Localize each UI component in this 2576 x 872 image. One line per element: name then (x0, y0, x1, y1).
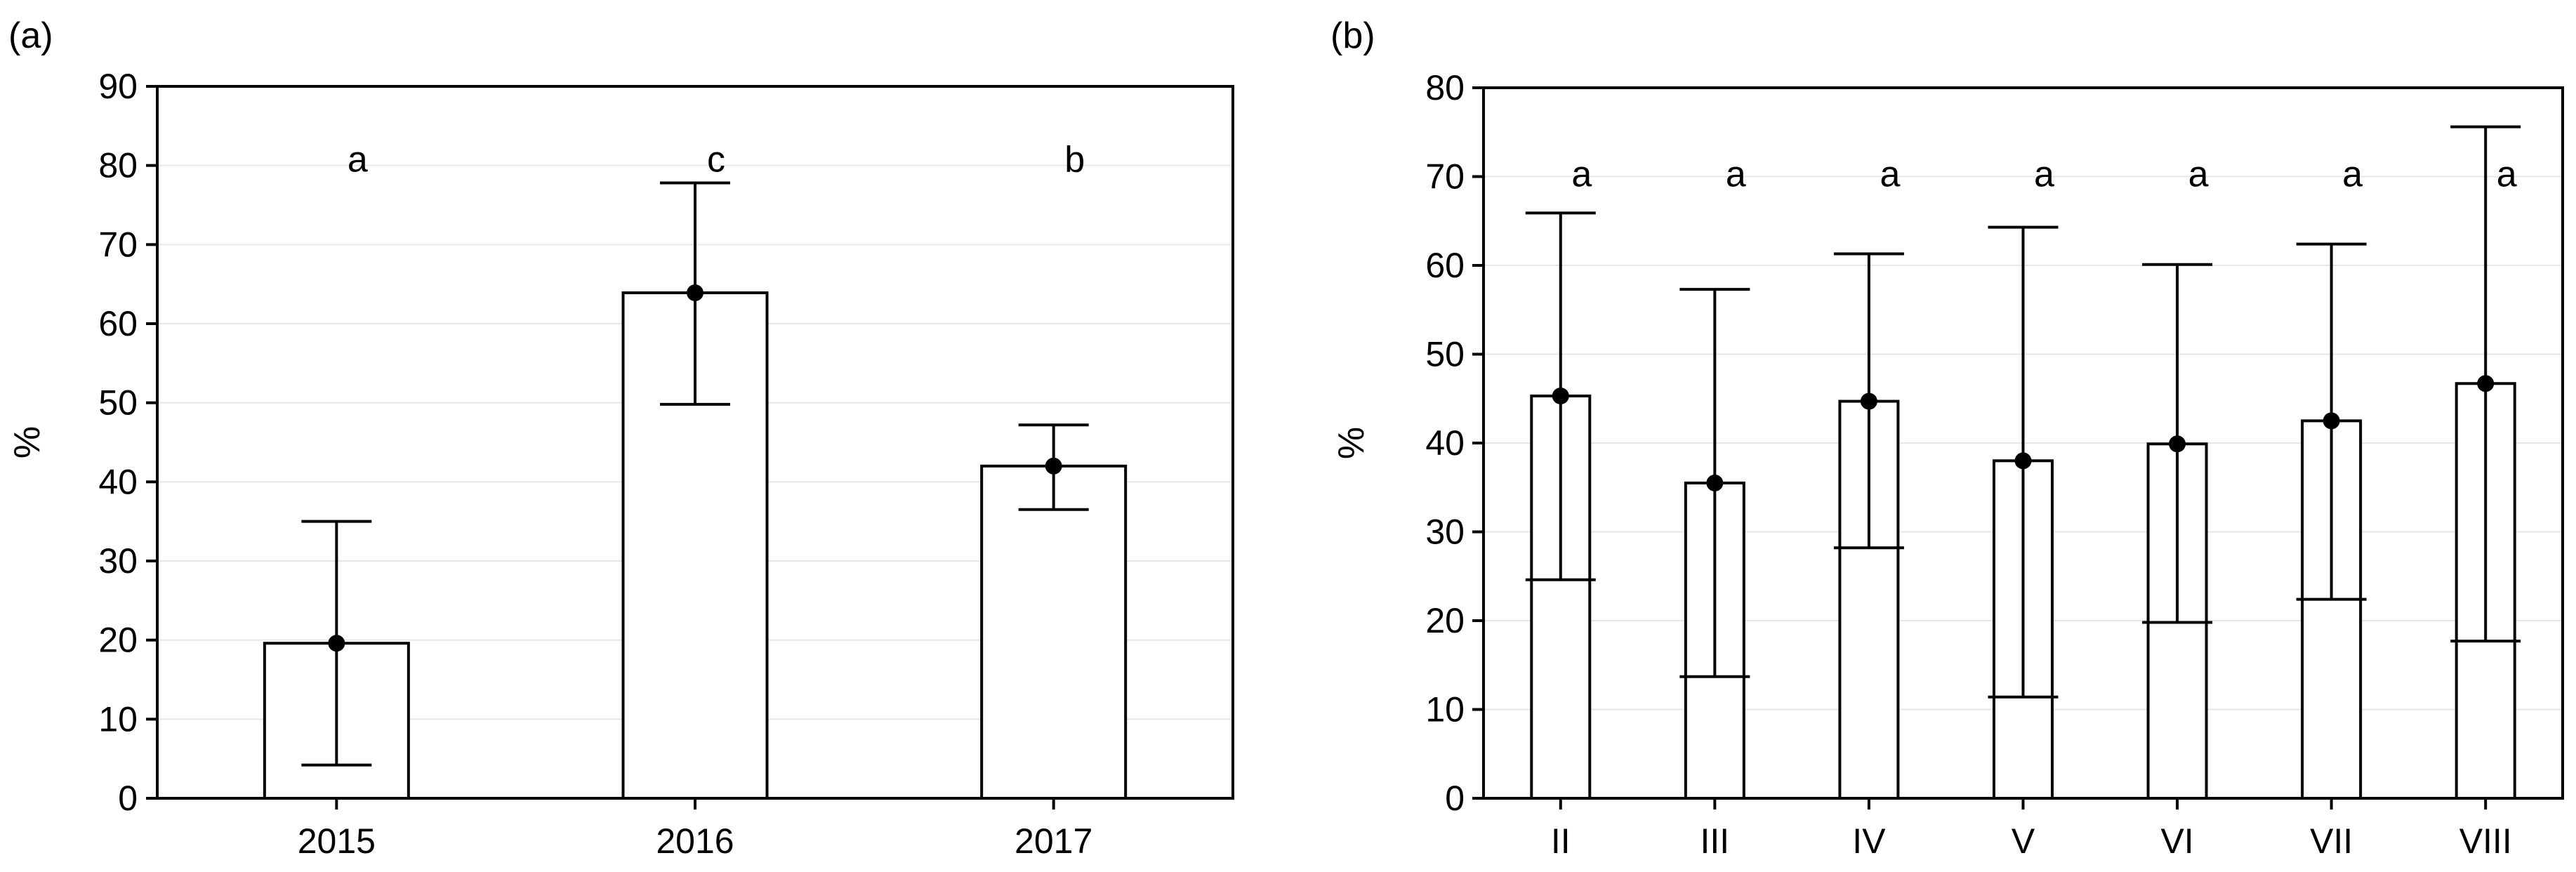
mean-point-b-VI (2169, 435, 2186, 453)
y-tick-label-a: 50 (98, 383, 138, 423)
mean-point-b-III (1706, 474, 1724, 491)
y-tick-label-b: 30 (1425, 513, 1465, 552)
mean-point-b-VIII (2477, 375, 2495, 392)
x-tick-label-a-2017: 2017 (1015, 821, 1092, 861)
significance-letter-b-III: a (1726, 154, 1746, 195)
y-axis-title-a: % (7, 426, 48, 458)
significance-letter-b-VIII: a (2497, 154, 2517, 195)
x-tick-label-b-VII: VII (2310, 821, 2353, 861)
x-tick-label-a-2016: 2016 (656, 821, 734, 861)
y-tick-label-b: 10 (1425, 690, 1465, 729)
mean-point-b-VII (2323, 412, 2340, 430)
y-tick-label-b: 40 (1425, 423, 1465, 463)
x-tick-label-b-IV: IV (1852, 821, 1886, 861)
y-tick-label-a: 0 (118, 779, 138, 818)
y-tick-label-a: 90 (98, 67, 138, 106)
x-tick-label-b-II: II (1551, 821, 1571, 861)
y-tick-label-a: 70 (98, 225, 138, 264)
y-tick-label-a: 10 (98, 699, 138, 739)
chart-panel-b: (b) 0 10 20 30 40 50 60 70 80% a II a III a IV a Va VI a VI… (1330, 15, 2564, 861)
panel-label-a: (a) (8, 15, 53, 56)
y-axis-title-b: % (1331, 427, 1372, 459)
y-tick-label-a: 30 (98, 541, 138, 581)
mean-point-a-2016 (687, 284, 704, 302)
mean-point-b-IV (1860, 392, 1877, 410)
bar-a-2017 (980, 464, 1128, 800)
mean-point-b-V (2014, 452, 2032, 470)
y-tick-label-a: 80 (98, 146, 138, 185)
y-tick-label-b: 60 (1425, 246, 1465, 285)
significance-letter-b-VI: a (2188, 154, 2209, 195)
chart-panel-a: (a) 0 10 20 30 40 50 60 70 80 90% a 2015 c 2016 b 2017 (7, 15, 1234, 861)
y-tick-label-b: 80 (1425, 68, 1465, 107)
y-tick-label-a: 40 (98, 462, 138, 501)
plot-frame-a (156, 85, 1234, 800)
mean-point-b-II (1552, 387, 1569, 404)
mean-point-a-2017 (1045, 457, 1062, 475)
y-tick-label-b: 70 (1425, 157, 1465, 197)
significance-letter-b-VII: a (2342, 154, 2363, 195)
x-tick-label-b-III: III (1700, 821, 1730, 861)
y-tick-label-b: 0 (1445, 779, 1465, 818)
significance-letter-a-2015: a (348, 140, 368, 180)
plot-frame-b (1482, 86, 2564, 800)
significance-letter-a-2016: c (707, 140, 725, 180)
significance-letter-b-II: a (1571, 154, 1592, 195)
y-tick-label-a: 60 (98, 304, 138, 343)
x-tick-label-b-VI: VI (2160, 821, 2193, 861)
panel-label-b: (b) (1330, 15, 1375, 56)
x-tick-label-b-VIII: VIII (2459, 821, 2512, 861)
y-tick-label-b: 20 (1425, 601, 1465, 640)
y-tick-label-a: 20 (98, 621, 138, 660)
significance-letter-b-V: a (2034, 154, 2054, 195)
x-tick-label-a-2015: 2015 (298, 821, 376, 861)
x-tick-label-b-V: V (2012, 821, 2035, 861)
significance-letter-a-2017: b (1064, 140, 1085, 180)
mean-point-a-2015 (328, 635, 345, 652)
significance-letter-b-IV: a (1880, 154, 1900, 195)
y-tick-label-b: 50 (1425, 335, 1465, 374)
